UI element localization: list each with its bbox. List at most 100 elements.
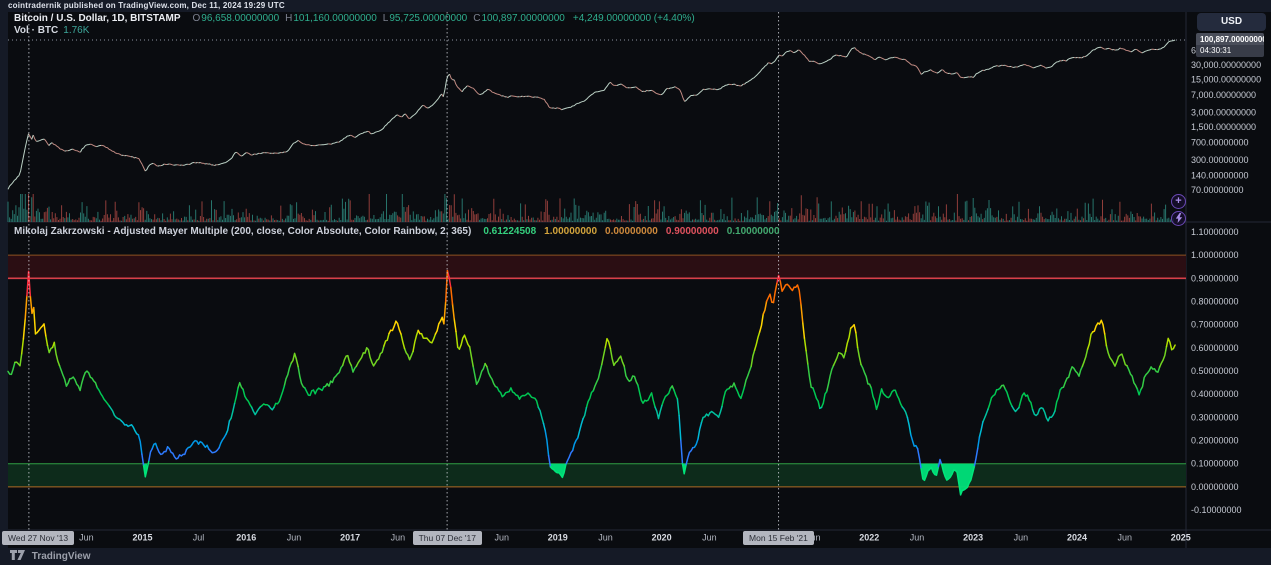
time-axis-label: Jun <box>910 533 925 543</box>
time-axis-label: 2024 <box>1067 533 1087 543</box>
mayer-multiple-series <box>142 460 976 496</box>
volume-bars-up <box>7 194 1174 222</box>
time-axis-label: Jun <box>1014 533 1029 543</box>
axis-tick-label: 7,000.00000000 <box>1191 90 1256 100</box>
threshold-zone <box>8 463 1186 487</box>
time-axis-label: Jun <box>702 533 717 543</box>
tradingview-brand-text[interactable]: TradingView <box>31 551 91 562</box>
footer-bar: TradingView <box>0 548 1271 565</box>
mayer-multiple-series <box>137 429 981 457</box>
axis-tick-label: 0.70000000 <box>1191 320 1239 330</box>
crosshair-date-badge: Wed 27 Nov '13 <box>2 531 75 545</box>
tradingview-logo-icon <box>10 549 25 565</box>
axis-tick-label: 15,000.00000000 <box>1191 74 1261 84</box>
axis-tick-label: 700.00000000 <box>1191 138 1249 148</box>
axis-tick-label: 0.50000000 <box>1191 366 1239 376</box>
indicator-status-values: 0.61224508 1.00000000 0.00000000 0.90000000… <box>475 226 779 237</box>
axis-tick-label: 1.10000000 <box>1191 227 1239 237</box>
time-axis-label: Jun <box>287 533 302 543</box>
time-axis-label: 2019 <box>548 533 568 543</box>
time-axis-label: 2015 <box>132 533 152 543</box>
price-series-down <box>28 46 1158 172</box>
indicator-status-value: 0.10000000 <box>726 226 780 237</box>
high-value: 101,160.00000000 <box>293 13 377 24</box>
axis-tick-label: 0.90000000 <box>1191 273 1239 283</box>
mayer-multiple-series <box>26 269 782 297</box>
indicator-title[interactable]: Mikolaj Zakrzowski - Adjusted Mayer Mult… <box>14 226 472 237</box>
price-series-up <box>7 39 1176 190</box>
time-axis-label: Jun <box>598 533 613 543</box>
axis-tick-label: 1,500.00000000 <box>1191 122 1256 132</box>
indicator-legend: Mikolaj Zakrzowski - Adjusted Mayer Mult… <box>14 226 780 237</box>
low-value: 95,725.00000000 <box>389 13 468 24</box>
mayer-multiple-series <box>7 361 1161 393</box>
lightning-bolt-icon <box>1175 213 1182 223</box>
axis-tick-label: 0.10000000 <box>1191 459 1239 469</box>
time-axis-label: 2017 <box>340 533 360 543</box>
axis-tick-label: 0.20000000 <box>1191 436 1239 446</box>
axis-tick-label: 0.00000000 <box>1191 482 1239 492</box>
time-axis-label: Jun <box>79 533 94 543</box>
axis-tick-label: -0.10000000 <box>1191 505 1242 515</box>
below-threshold-fill <box>941 463 975 495</box>
axis-tick-label: 0.80000000 <box>1191 296 1239 306</box>
indicator-status-value: 0.00000000 <box>605 226 658 237</box>
open-value: 96,658.00000000 <box>201 13 280 24</box>
threshold-zone <box>8 255 1186 279</box>
instant-order-flash-icon[interactable] <box>1171 211 1186 226</box>
change-value: +4,249.00000000 (+4.40%) <box>572 13 695 24</box>
time-axis-label: Jun <box>1117 533 1132 543</box>
bar-countdown: 04:30:31 <box>1196 45 1264 57</box>
volume-legend: Vol · BTC 1.76K <box>14 25 89 36</box>
symbol-title[interactable]: Bitcoin / U.S. Dollar, 1D, BITSTAMP <box>14 13 181 24</box>
time-axis-label: Jun <box>494 533 509 543</box>
mayer-multiple-series <box>24 294 804 325</box>
mayer-multiple-series <box>22 306 1106 340</box>
mayer-multiple-series <box>20 327 1176 355</box>
time-axis-label: 2020 <box>652 533 672 543</box>
time-axis-label: 2023 <box>963 533 983 543</box>
mayer-multiple-series <box>96 384 1142 412</box>
mayer-multiple-series <box>141 439 979 470</box>
last-price-value: 100,897.00000000 <box>1196 33 1264 45</box>
close-label: C <box>473 13 481 24</box>
last-price-badge: 100,897.00000000 04:30:31 <box>1196 33 1264 57</box>
low-label: L <box>382 13 389 24</box>
axis-tick-label: 70.00000000 <box>1191 185 1244 195</box>
axis-tick-label: 30,000.00000000 <box>1191 60 1261 70</box>
axis-tick-label: 0.40000000 <box>1191 389 1239 399</box>
volume-label[interactable]: Vol · BTC <box>14 25 59 36</box>
crosshair-date-badge: Mon 15 Feb '21 <box>743 531 814 545</box>
time-axis-label: 2016 <box>236 533 256 543</box>
add-alert-plus-icon[interactable]: + <box>1171 194 1186 209</box>
high-label: H <box>285 13 293 24</box>
time-axis-label: Jul <box>193 533 205 543</box>
time-axis-label: Jun <box>391 533 406 543</box>
open-label: O <box>192 13 201 24</box>
mayer-multiple-series <box>108 398 1056 425</box>
mayer-multiple-series <box>444 269 802 305</box>
indicator-status-value: 0.61224508 <box>483 226 537 237</box>
axis-tick-label: 300.00000000 <box>1191 155 1249 165</box>
time-axis-label: 2022 <box>859 533 879 543</box>
mayer-multiple-series <box>14 341 1175 368</box>
chart-background <box>8 12 1271 548</box>
axis-tick-label: 0.60000000 <box>1191 343 1239 353</box>
indicator-status-value: 1.00000000 <box>544 226 598 237</box>
volume-value: 1.76K <box>63 25 90 36</box>
indicator-status-value: 0.90000000 <box>665 226 719 237</box>
symbol-legend: Bitcoin / U.S. Dollar, 1D, BITSTAMP O96,6… <box>14 13 695 24</box>
currency-toggle-button[interactable]: USD <box>1197 13 1266 31</box>
axis-tick-label: 140.00000000 <box>1191 171 1249 181</box>
below-threshold-fill <box>550 463 566 478</box>
axis-tick-label: 3,000.00000000 <box>1191 108 1256 118</box>
axis-tick-label: 0.30000000 <box>1191 412 1239 422</box>
mayer-multiple-series <box>120 414 984 441</box>
axis-tick-label: 1.00000000 <box>1191 250 1239 260</box>
close-value: 100,897.00000000 <box>481 13 565 24</box>
publish-info-bar: cointradernik published on TradingView.c… <box>8 1 285 10</box>
time-axis-label: 2025 <box>1171 533 1191 543</box>
crosshair-date-badge: Thu 07 Dec '17 <box>412 531 482 545</box>
